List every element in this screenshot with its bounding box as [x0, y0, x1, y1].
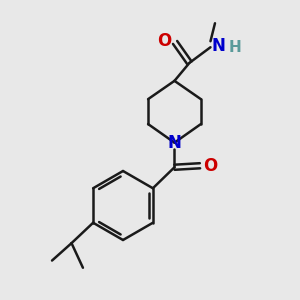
Text: O: O [204, 157, 218, 175]
Text: N: N [167, 134, 182, 152]
Text: N: N [212, 37, 225, 55]
Text: O: O [157, 32, 171, 50]
Text: H: H [229, 40, 242, 55]
